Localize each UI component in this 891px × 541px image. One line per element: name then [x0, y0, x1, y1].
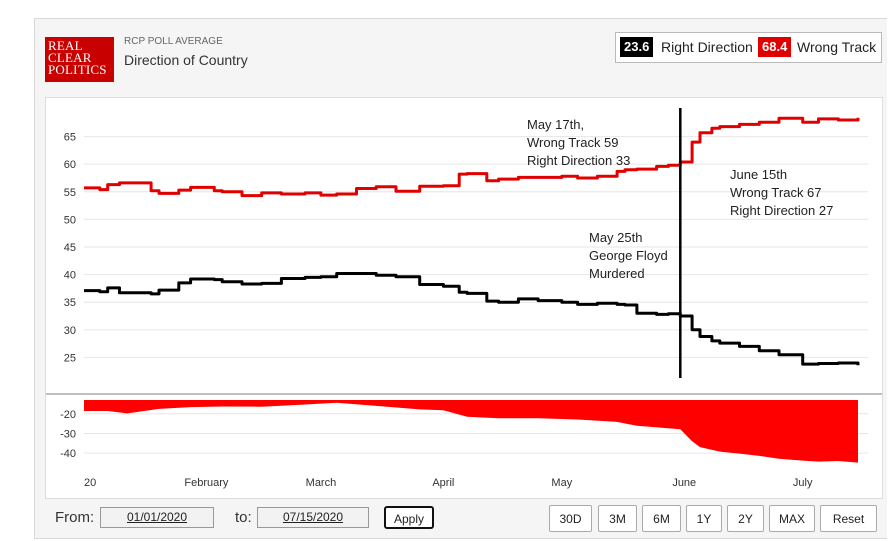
annotation-may-17-line-1: May 17th, — [527, 117, 585, 132]
y-tick-label: 30 — [64, 325, 76, 337]
x-tick-label: June — [672, 477, 696, 489]
rcp-logo: REAL CLEAR POLITICS — [45, 37, 114, 82]
range-6m-button[interactable]: 6M — [642, 505, 681, 532]
from-label: From: — [55, 509, 95, 526]
y-tick-label: 40 — [64, 270, 76, 282]
to-date-input[interactable]: 07/15/2020 — [257, 507, 369, 528]
legend-value-right-direction: 23.6 — [620, 37, 654, 57]
chart-svg: 25 30 35 40 45 50 55 60 65 -20 -30 -40 20 February Mar… — [46, 108, 882, 489]
range-max-button[interactable]: MAX — [769, 505, 815, 532]
x-tick-label: May — [551, 477, 572, 489]
range-3m-button[interactable]: 3M — [598, 505, 637, 532]
annotation-may-25-line-2: George Floyd — [589, 248, 668, 263]
reset-button[interactable]: Reset — [820, 505, 877, 532]
from-date-input[interactable]: 01/01/2020 — [100, 507, 214, 528]
series-line-wrong-track — [84, 116, 860, 198]
y-tick-label: 60 — [64, 159, 76, 171]
annotation-may-25-line-1: May 25th — [589, 230, 643, 245]
y-tick-label: 50 — [64, 214, 76, 226]
x-tick-label: July — [793, 477, 813, 489]
annotation-june-15-line-1: June 15th — [730, 167, 788, 182]
logo-line-2: CLEAR — [48, 50, 92, 65]
annotation-may-17: May 17th, Wrong Track 59 Right Direction… — [527, 116, 630, 170]
annotation-june-15: June 15th Wrong Track 67 Right Direction… — [730, 166, 833, 220]
x-tick-label: 20 — [84, 477, 96, 489]
range-1y-button[interactable]: 1Y — [686, 505, 722, 532]
annotation-june-15-line-3: Right Direction 27 — [730, 203, 834, 218]
x-tick-label: February — [184, 477, 229, 489]
legend-label-right-direction: Right Direction — [661, 39, 753, 55]
to-label: to: — [235, 509, 252, 526]
nav-y-tick-label: -30 — [60, 428, 76, 440]
x-tick-label: April — [432, 477, 454, 489]
range-30d-button[interactable]: 30D — [549, 505, 592, 532]
y-tick-label: 45 — [64, 242, 76, 254]
y-tick-label: 35 — [64, 297, 76, 309]
annotation-may-17-line-3: Right Direction 33 — [527, 153, 631, 168]
y-tick-label: 55 — [64, 187, 76, 199]
spread-area — [84, 400, 858, 463]
legend-value-wrong-track: 68.4 — [758, 37, 792, 57]
logo-line-3: POLITICS — [48, 62, 107, 77]
legend: 23.6 Right Direction 68.4 Wrong Track — [615, 32, 882, 63]
annotation-may-25-line-3: Murdered — [589, 266, 645, 281]
nav-y-tick-label: -40 — [60, 448, 76, 460]
y-tick-label: 25 — [64, 352, 76, 364]
chart-kicker: RCP POLL AVERAGE — [124, 36, 223, 47]
annotation-may-25: May 25th George Floyd Murdered — [589, 229, 668, 283]
date-controls: From: 01/01/2020 to: 07/15/2020 Apply 30… — [45, 501, 881, 537]
series-line-right-direction — [84, 272, 860, 366]
nav-y-tick-label: -20 — [60, 409, 76, 421]
apply-button[interactable]: Apply — [384, 506, 434, 529]
x-tick-label: March — [306, 477, 337, 489]
legend-label-wrong-track: Wrong Track — [797, 39, 877, 55]
plot-area: 25 30 35 40 45 50 55 60 65 -20 -30 -40 20 February Mar… — [45, 97, 883, 499]
annotation-june-15-line-2: Wrong Track 67 — [730, 185, 822, 200]
annotation-may-17-line-2: Wrong Track 59 — [527, 135, 619, 150]
chart-title: Direction of Country — [124, 52, 248, 68]
range-2y-button[interactable]: 2Y — [727, 505, 764, 532]
y-tick-label: 65 — [64, 132, 76, 144]
logo-line-1: REAL — [48, 38, 83, 53]
